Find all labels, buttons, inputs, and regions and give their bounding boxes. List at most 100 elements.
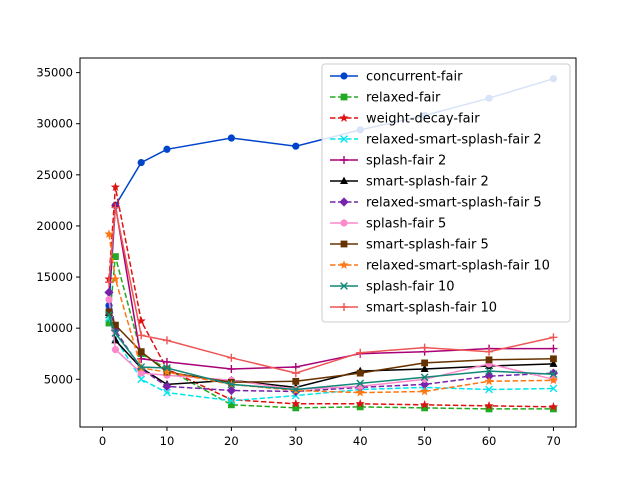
- x-tick-label: 10: [160, 434, 175, 448]
- legend-entry: splash-fair 2: [330, 154, 446, 169]
- data-point: [137, 375, 146, 384]
- data-point: [110, 182, 120, 191]
- data-point: [227, 396, 236, 405]
- data-point: [484, 376, 494, 386]
- data-point: [112, 321, 119, 329]
- data-point: [420, 386, 430, 396]
- y-tick-label: 5000: [44, 372, 73, 386]
- legend-label: weight-decay-fair: [366, 112, 480, 127]
- data-point: [227, 380, 236, 389]
- legend-label: relaxed-fair: [366, 91, 441, 106]
- data-point: [291, 369, 300, 378]
- data-point: [550, 405, 557, 413]
- data-point: [137, 331, 146, 340]
- legend-marker: [340, 282, 348, 290]
- legend-marker: [340, 135, 348, 143]
- series-line: [108, 317, 554, 402]
- data-point: [484, 401, 494, 410]
- data-point: [355, 387, 365, 397]
- data-point: [137, 363, 146, 371]
- data-point: [550, 355, 557, 363]
- data-point: [226, 394, 236, 404]
- legend-entry: relaxed-fair: [330, 91, 441, 106]
- data-point: [227, 365, 236, 374]
- data-point: [355, 399, 365, 408]
- data-point: [549, 344, 558, 353]
- legend-marker: [340, 219, 348, 227]
- data-point: [485, 356, 493, 364]
- legend-entry: smart-splash-fair 2: [330, 175, 489, 190]
- data-point: [356, 403, 364, 411]
- series-line: [108, 233, 554, 394]
- data-point: [356, 379, 365, 388]
- data-point: [356, 348, 365, 357]
- series-line: [108, 311, 554, 384]
- data-point: [485, 347, 494, 356]
- data-point: [226, 385, 236, 396]
- legend-entry: smart-splash-fair 5: [330, 238, 489, 253]
- legend-marker: [340, 240, 348, 248]
- x-tick-label: 30: [288, 434, 303, 448]
- data-point: [549, 384, 558, 393]
- x-axis-ticks: 0 10 20 30 40 50 60 70: [99, 427, 561, 448]
- data-point: [227, 353, 236, 362]
- data-point: [105, 295, 113, 304]
- y-axis-ticks: 5000 10000 15000 20000 25000 30000 35000: [36, 66, 80, 386]
- data-point: [485, 405, 493, 413]
- data-point: [291, 385, 300, 394]
- data-point: [421, 404, 429, 412]
- legend-label: smart-splash-fair 2: [366, 175, 489, 190]
- axes: 0 10 20 30 40 50 60 70 5000 10000 15000 20000 25000…: [36, 57, 577, 448]
- legend-marker: [339, 260, 349, 269]
- data-point: [291, 399, 301, 408]
- legend-marker: [340, 93, 348, 101]
- series-line: [108, 186, 554, 408]
- data-point: [420, 379, 430, 389]
- data-point: [420, 400, 430, 409]
- legend-entry: relaxed-smart-splash-fair 2: [330, 133, 542, 148]
- series-line: [108, 299, 554, 391]
- legend-entry: smart-splash-fair 10: [330, 301, 497, 316]
- x-tick-label: 0: [99, 434, 106, 448]
- data-point: [163, 388, 171, 397]
- data-point: [112, 253, 119, 261]
- series-line: [108, 312, 554, 389]
- legend-marker: [340, 156, 348, 164]
- legend-label: splash-fair 5: [366, 217, 446, 232]
- data-point: [136, 316, 146, 325]
- legend-label: smart-splash-fair 10: [366, 301, 497, 316]
- data-point: [111, 329, 120, 338]
- legend-label: relaxed-smart-splash-fair 10: [366, 259, 550, 274]
- data-point: [137, 348, 145, 356]
- x-tick-label: 60: [482, 434, 497, 448]
- data-point: [110, 325, 121, 335]
- legend-entry: splash-fair 10: [330, 280, 454, 295]
- data-point: [548, 368, 559, 378]
- data-point: [485, 367, 493, 375]
- data-point: [162, 357, 171, 366]
- series-line: [108, 292, 554, 393]
- y-tick-label: 15000: [36, 270, 73, 284]
- series-layer: [104, 75, 559, 413]
- data-point: [292, 142, 300, 150]
- data-point: [549, 370, 558, 379]
- data-point: [162, 367, 172, 376]
- data-point: [420, 373, 429, 382]
- y-tick-label: 35000: [36, 66, 73, 80]
- y-tick-label: 30000: [36, 117, 73, 131]
- data-point: [111, 203, 120, 212]
- data-point: [111, 346, 120, 354]
- data-point: [292, 377, 300, 385]
- legend-marker: [339, 113, 349, 122]
- legend-box: [321, 63, 571, 323]
- data-point: [485, 385, 493, 394]
- legend-label: relaxed-smart-splash-fair 5: [366, 196, 542, 211]
- legend: concurrent-fair relaxed-fair weight-decay-…: [321, 63, 571, 323]
- legend-marker: [339, 197, 349, 207]
- data-point: [104, 278, 113, 287]
- data-point: [549, 359, 558, 367]
- y-tick-label: 10000: [36, 321, 73, 335]
- data-point: [111, 336, 120, 344]
- data-point: [137, 158, 145, 167]
- data-point: [420, 364, 429, 373]
